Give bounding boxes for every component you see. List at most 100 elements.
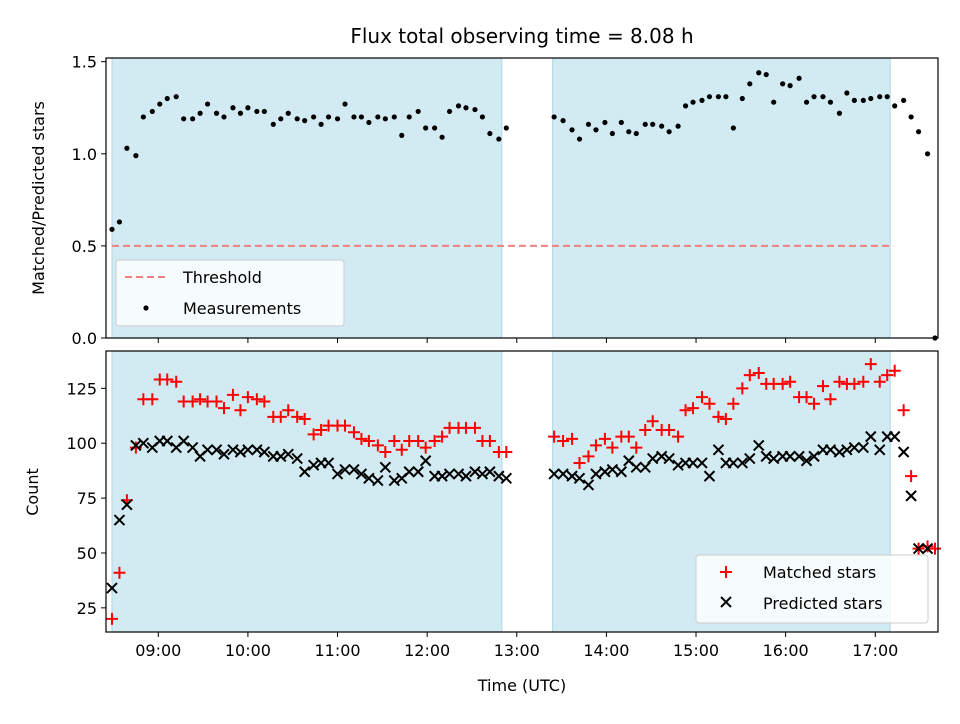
- matched-star-marker: [347, 426, 360, 439]
- measurement-point: [278, 116, 284, 122]
- x-tick-label: 09:00: [135, 641, 181, 660]
- count-y-tick-label: 75: [77, 489, 97, 508]
- matched-star-marker: [500, 445, 513, 458]
- threshold-legend-label: Threshold: [182, 268, 262, 287]
- measurement-point: [884, 94, 890, 100]
- measurement-point: [325, 114, 332, 120]
- measurement-point: [860, 97, 866, 103]
- measurement-point: [780, 81, 786, 87]
- matched-star-marker: [622, 430, 635, 443]
- matched-star-marker: [800, 391, 813, 404]
- measurement-point: [230, 105, 236, 111]
- predicted-star-marker: [412, 466, 424, 478]
- measurement-point: [446, 108, 453, 115]
- measurement-point: [756, 70, 762, 76]
- measurements-legend-label: Measurements: [183, 299, 301, 318]
- measurement-point: [285, 110, 291, 116]
- measurement-point: [204, 101, 211, 107]
- measurement-point: [496, 136, 502, 142]
- predicted-star-marker: [500, 472, 513, 485]
- matched-star-marker: [428, 435, 441, 448]
- matched-star-marker: [857, 375, 870, 388]
- measurement-point: [771, 99, 777, 105]
- measurement-point: [124, 145, 130, 151]
- matched-star-marker: [808, 397, 821, 410]
- predicted-star-marker: [663, 452, 675, 465]
- predicted-star-marker: [282, 448, 294, 460]
- matched-star-marker: [113, 566, 126, 579]
- measurement-point: [487, 130, 493, 137]
- predicted-star-marker: [363, 472, 375, 485]
- measurement-point: [109, 226, 115, 232]
- matched-star-marker: [864, 358, 877, 371]
- measurement-point: [391, 114, 397, 120]
- predicted-star-marker: [921, 542, 934, 555]
- matched-star-marker: [824, 393, 837, 406]
- predicted-star-marker: [824, 444, 837, 456]
- measurement-point: [358, 114, 365, 120]
- x-axis-label: Time (UTC): [477, 676, 566, 695]
- measurement-point: [302, 118, 308, 124]
- measurement-point: [626, 129, 632, 135]
- measurement-point: [479, 114, 486, 120]
- matched-star-marker: [816, 380, 829, 393]
- matched-star-marker: [679, 404, 692, 417]
- matched-star-marker: [548, 430, 561, 443]
- matched-star-marker: [672, 430, 685, 443]
- measurement-point: [503, 125, 509, 131]
- predicted-star-marker: [298, 466, 311, 478]
- measurement-point: [803, 99, 810, 105]
- predicted-star-marker: [113, 514, 126, 526]
- measurement-point: [593, 127, 599, 133]
- predicted-star-marker: [339, 463, 351, 476]
- measurement-point: [811, 94, 817, 100]
- predicted-star-marker: [784, 450, 796, 463]
- predicted-star-marker: [106, 582, 118, 594]
- x-tick-label: 14:00: [583, 641, 629, 660]
- measurement-point: [270, 121, 276, 127]
- x-tick-label: 13:00: [494, 641, 540, 660]
- measurement-point: [659, 123, 665, 129]
- measurement-point: [406, 114, 412, 120]
- predicted-star-marker: [557, 468, 569, 480]
- measurement-point: [439, 134, 445, 140]
- measurement-point: [197, 110, 203, 116]
- measurement-point: [787, 83, 793, 89]
- measurement-point: [334, 116, 341, 122]
- measurement-point: [116, 219, 123, 225]
- measurement-point: [868, 95, 874, 102]
- predicted-star-marker: [484, 466, 496, 478]
- matched-star-marker: [582, 450, 595, 463]
- measurement-point: [851, 97, 857, 103]
- measurement-point: [140, 114, 146, 120]
- matched-star-marker: [468, 421, 481, 434]
- matched-star-marker: [719, 413, 732, 426]
- predicted-star-marker: [242, 444, 254, 456]
- measurement-point: [820, 94, 826, 100]
- matched-star-marker: [881, 369, 894, 382]
- predicted-star-marker: [696, 457, 708, 469]
- predicted-star-marker: [703, 470, 716, 482]
- measurement-point: [633, 130, 639, 137]
- measurement-point: [924, 151, 931, 157]
- measurement-point: [213, 110, 220, 116]
- matched-star-marker: [226, 388, 239, 401]
- ratio-plot-frame: [105, 57, 939, 339]
- predicted-star-marker: [372, 474, 384, 487]
- measurement-point: [366, 119, 372, 126]
- matched-star-marker: [784, 375, 797, 388]
- measurement-point: [375, 114, 381, 120]
- matched-star-marker: [395, 443, 408, 456]
- measurement-point: [237, 110, 244, 116]
- count-legend-box: [695, 554, 929, 624]
- measurement-point: [892, 103, 898, 109]
- matched-legend-label: Matched stars: [763, 563, 876, 582]
- chart-title: Flux total observing time = 8.08 h: [350, 24, 693, 48]
- ratio-legend: Threshold Measurements: [115, 259, 345, 327]
- predicted-star-marker: [201, 444, 214, 456]
- predicted-legend-swatch: [720, 596, 732, 608]
- measurement-point: [569, 127, 575, 133]
- measurement-point: [181, 116, 187, 122]
- predicted-star-marker: [905, 490, 917, 502]
